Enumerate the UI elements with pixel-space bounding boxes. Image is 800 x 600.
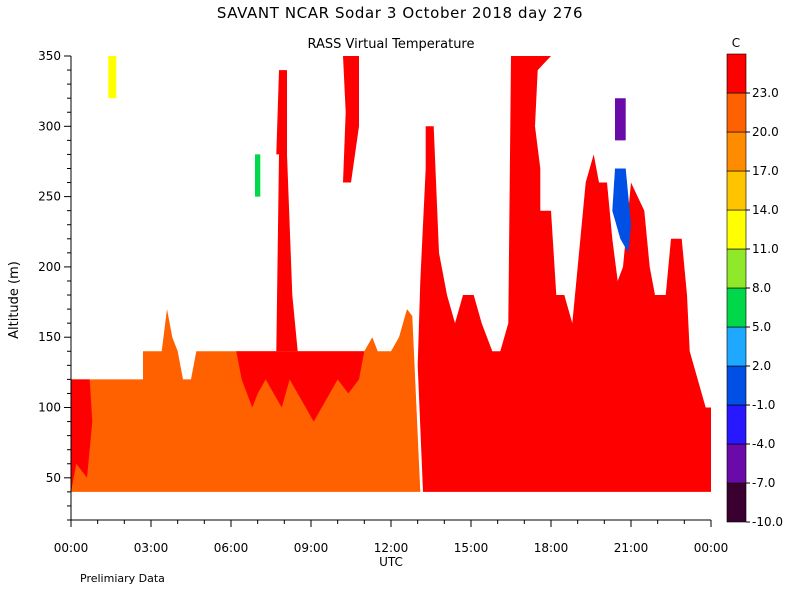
x-tick-label: 18:00 [534, 541, 569, 555]
colorbar-label: 17.0 [752, 164, 779, 178]
colorbar-label: 14.0 [752, 203, 779, 217]
colorbar-label: -4.0 [752, 437, 775, 451]
colorbar-swatch [726, 326, 747, 367]
x-tick-label: 09:00 [294, 541, 329, 555]
y-axis: 50 100 150 200 250 300 350 [38, 49, 71, 521]
colorbar: 23.0 20.0 17.0 14.0 11.0 8.0 5.0 2.0 -1.0 -4.0 -7.… [726, 53, 783, 529]
colorbar-label: 23.0 [752, 86, 779, 100]
y-tick-label: 200 [38, 260, 61, 274]
y-tick-label: 50 [46, 471, 61, 485]
plot-area [71, 56, 711, 492]
x-tick-label: 00:00 [694, 541, 729, 555]
field-violet-patch-2045 [615, 98, 626, 141]
y-tick-label: 300 [38, 119, 61, 133]
colorbar-label: 8.0 [752, 281, 771, 295]
field-hot-column-early [71, 379, 93, 492]
colorbar-swatch [726, 443, 747, 484]
colorbar-swatch [726, 170, 747, 211]
x-tick-label: 21:00 [614, 541, 649, 555]
colorbar-swatch [726, 365, 747, 406]
x-tick-label: 00:00 [54, 541, 89, 555]
field-hot-column-1030 [343, 56, 359, 183]
field-hot-region-afternoon [417, 56, 711, 492]
colorbar-swatch [726, 248, 747, 289]
y-tick-label: 150 [38, 330, 61, 344]
colorbar-label: 2.0 [752, 359, 771, 373]
colorbar-label: 5.0 [752, 320, 771, 334]
colorbar-swatch [726, 131, 747, 172]
colorbar-swatch [726, 209, 747, 250]
x-axis: 00:00 03:00 06:00 09:00 12:00 15:00 18:00 21:00… [54, 520, 729, 555]
colorbar-unit: C [732, 36, 740, 50]
preliminary-note: Prelimiary Data [80, 572, 165, 585]
colorbar-label: -10.0 [752, 515, 783, 529]
x-axis-label: UTC [379, 555, 403, 569]
field-yellow-patch-0130 [108, 56, 117, 99]
x-tick-label: 15:00 [454, 541, 489, 555]
field-hot-region-morning [236, 351, 365, 422]
colorbar-swatch [726, 92, 747, 133]
field-green-patch-0700 [255, 154, 261, 197]
field-warm-layer [71, 309, 421, 492]
colorbar-swatch [726, 287, 747, 328]
y-tick-label: 100 [38, 401, 61, 415]
chart-title: SAVANT NCAR Sodar 3 October 2018 day 276 [217, 4, 583, 22]
colorbar-label: 20.0 [752, 125, 779, 139]
x-tick-label: 03:00 [134, 541, 169, 555]
colorbar-label: -1.0 [752, 398, 775, 412]
colorbar-swatch [726, 404, 747, 445]
colorbar-label: 11.0 [752, 242, 779, 256]
colorbar-label: -7.0 [752, 476, 775, 490]
colorbar-swatch [726, 482, 747, 523]
y-axis-label: Altitude (m) [7, 261, 22, 339]
field-hot-column-0800 [276, 70, 298, 352]
x-tick-label: 12:00 [374, 541, 409, 555]
y-tick-label: 350 [38, 49, 61, 63]
chart-subtitle: RASS Virtual Temperature [308, 37, 475, 52]
x-tick-label: 06:00 [214, 541, 249, 555]
field-blue-patch-2045 [612, 168, 631, 253]
colorbar-swatch [726, 53, 747, 94]
y-tick-label: 250 [38, 190, 61, 204]
